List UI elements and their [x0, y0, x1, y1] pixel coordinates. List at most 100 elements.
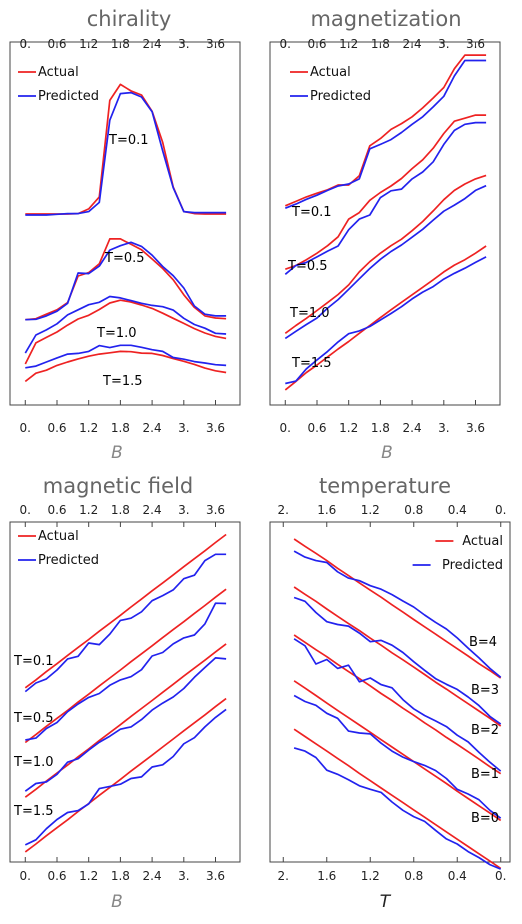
series-line-predicted-t-0-1 — [24, 553, 227, 693]
curve-label-b-0: B=0 — [471, 811, 499, 826]
series-line-actual-t-0-1 — [24, 533, 227, 689]
tick-label-bottom: 0. — [280, 421, 291, 435]
x-axis-label: B — [111, 892, 123, 912]
series-line-actual-t-1-5 — [24, 350, 227, 383]
tick-label-top: 3. — [438, 37, 449, 51]
x-axis-label: T — [380, 892, 392, 912]
tick-label-bottom: 0. — [495, 869, 506, 883]
panel-3: temperature 2. 2. 1.6 1.6 1.2 1.2 0.8 0.8 0.4 0.4 0… — [269, 474, 511, 912]
tick-label-bottom: 1.8 — [371, 421, 390, 435]
series-line-actual-b-1 — [293, 680, 502, 822]
tick-label-top: 0. — [20, 37, 31, 51]
tick-label-bottom: 1.8 — [111, 869, 130, 883]
plot-frame — [269, 521, 511, 863]
tick-label-top: 0. — [20, 503, 31, 517]
series-line-actual-b-2 — [293, 634, 502, 775]
curve-label-b-2: B=2 — [471, 723, 499, 738]
curve-label-t-1-5: T=1.5 — [13, 804, 54, 819]
x-axis-label: B — [381, 443, 393, 463]
curve-label-t-0-5: T=0.5 — [287, 259, 328, 274]
series-line-predicted-t-1-5 — [285, 256, 487, 385]
plot-frame — [9, 521, 241, 863]
tick-label-top: 0.6 — [47, 37, 66, 51]
chart-title: chirality — [87, 7, 172, 31]
tick-label-bottom: 2.4 — [143, 869, 162, 883]
series-line-actual-t-1-0 — [24, 299, 227, 365]
legend: Actual Predicted — [18, 529, 99, 568]
series-line-actual-t-1-5 — [284, 245, 487, 391]
curve-label-t-0-1: T=0.1 — [291, 205, 332, 220]
tick-label-bottom: 1.6 — [317, 869, 336, 883]
legend-label-actual: Actual — [462, 534, 503, 549]
tick-label-top: 1.2 — [79, 37, 98, 51]
series-line-predicted-b-0 — [293, 747, 502, 870]
chart-title: temperature — [319, 474, 451, 498]
tick-label-top: 0.6 — [47, 503, 66, 517]
curve-label-t-0-5: T=0.5 — [104, 251, 145, 266]
series-line-predicted-t-0-1 — [25, 91, 227, 216]
tick-label-top: 3. — [178, 503, 189, 517]
tick-label-bottom: 3. — [438, 421, 449, 435]
series-line-actual-t-1-0 — [284, 174, 487, 334]
plot-frame — [9, 41, 241, 406]
tick-label-top: 0.6 — [307, 37, 326, 51]
series-line-predicted-t-1-0 — [284, 184, 487, 340]
series-line-predicted-t-0-5 — [25, 602, 227, 741]
legend-label-predicted: Predicted — [38, 89, 99, 104]
series-line-predicted-t-1-5 — [24, 708, 227, 846]
chart-title: magnetic field — [43, 474, 194, 498]
tick-label-bottom: 0.4 — [448, 869, 467, 883]
series-line-actual-t-0-5 — [24, 588, 227, 744]
plot-frame — [269, 41, 501, 406]
series-line-actual-b-0 — [293, 728, 502, 870]
tick-label-top: 0. — [495, 503, 506, 517]
tick-label-bottom: 3.6 — [466, 421, 485, 435]
series-line-predicted-b-3 — [293, 596, 502, 725]
tick-label-top: 3.6 — [466, 37, 485, 51]
series-line-actual-t-1-5 — [24, 697, 227, 853]
legend-label-actual: Actual — [38, 65, 79, 80]
curve-label-t-1-0: T=1.0 — [96, 326, 137, 341]
series-line-predicted-t-0-1 — [284, 59, 487, 209]
series-line-actual-b-3 — [293, 586, 502, 727]
tick-label-bottom: 0.8 — [404, 869, 423, 883]
legend-label-predicted: Predicted — [310, 89, 371, 104]
panel-1: magnetization 0. 0. 0.6 0.6 1.2 1.2 1.8 1.8 2.4 2.… — [269, 7, 501, 463]
tick-label-top: 1.8 — [111, 503, 130, 517]
legend: Actual Predicted — [412, 534, 503, 573]
legend: Actual Predicted — [290, 65, 371, 104]
tick-label-bottom: 1.2 — [361, 869, 380, 883]
curve-label-b-1: B=1 — [471, 767, 499, 782]
curve-label-t-1-5: T=1.5 — [291, 356, 332, 371]
curve-label-b-4: B=4 — [469, 635, 497, 650]
tick-label-bottom: 0.6 — [47, 869, 66, 883]
tick-label-bottom: 1.2 — [339, 421, 358, 435]
tick-label-top: 0.4 — [448, 503, 467, 517]
tick-label-top: 1.8 — [111, 37, 130, 51]
tick-label-bottom: 2.4 — [403, 421, 422, 435]
tick-label-top: 3.6 — [206, 503, 225, 517]
series-line-predicted-t-1-5 — [25, 344, 227, 369]
curve-label-t-1-5: T=1.5 — [102, 374, 143, 389]
tick-label-bottom: 3.6 — [206, 421, 225, 435]
tick-label-bottom: 0. — [20, 869, 31, 883]
chart-title: magnetization — [310, 7, 461, 31]
curve-label-t-1-0: T=1.0 — [13, 755, 54, 770]
series-line-predicted-t-1-0 — [24, 657, 227, 792]
series-line-predicted-b-2 — [293, 638, 502, 772]
panel-2: magnetic field 0. 0. 0.6 0.6 1.2 1.2 1.8 1.8 2.4 2… — [9, 474, 241, 912]
curve-label-b-3: B=3 — [471, 683, 499, 698]
tick-label-bottom: 3. — [178, 869, 189, 883]
tick-label-top: 1.6 — [317, 503, 336, 517]
tick-label-bottom: 0. — [20, 421, 31, 435]
series-line-predicted-b-1 — [293, 694, 502, 819]
series-line-predicted-t-1-0 — [24, 295, 227, 354]
series-line-actual-b-4 — [293, 538, 502, 679]
curve-label-t-0-1: T=0.1 — [108, 133, 149, 148]
tick-label-top: 1.8 — [371, 37, 390, 51]
curve-label-t-0-1: T=0.1 — [13, 654, 54, 669]
legend: Actual Predicted — [18, 65, 99, 104]
x-axis-label: B — [111, 443, 123, 463]
tick-label-bottom: 3. — [178, 421, 189, 435]
